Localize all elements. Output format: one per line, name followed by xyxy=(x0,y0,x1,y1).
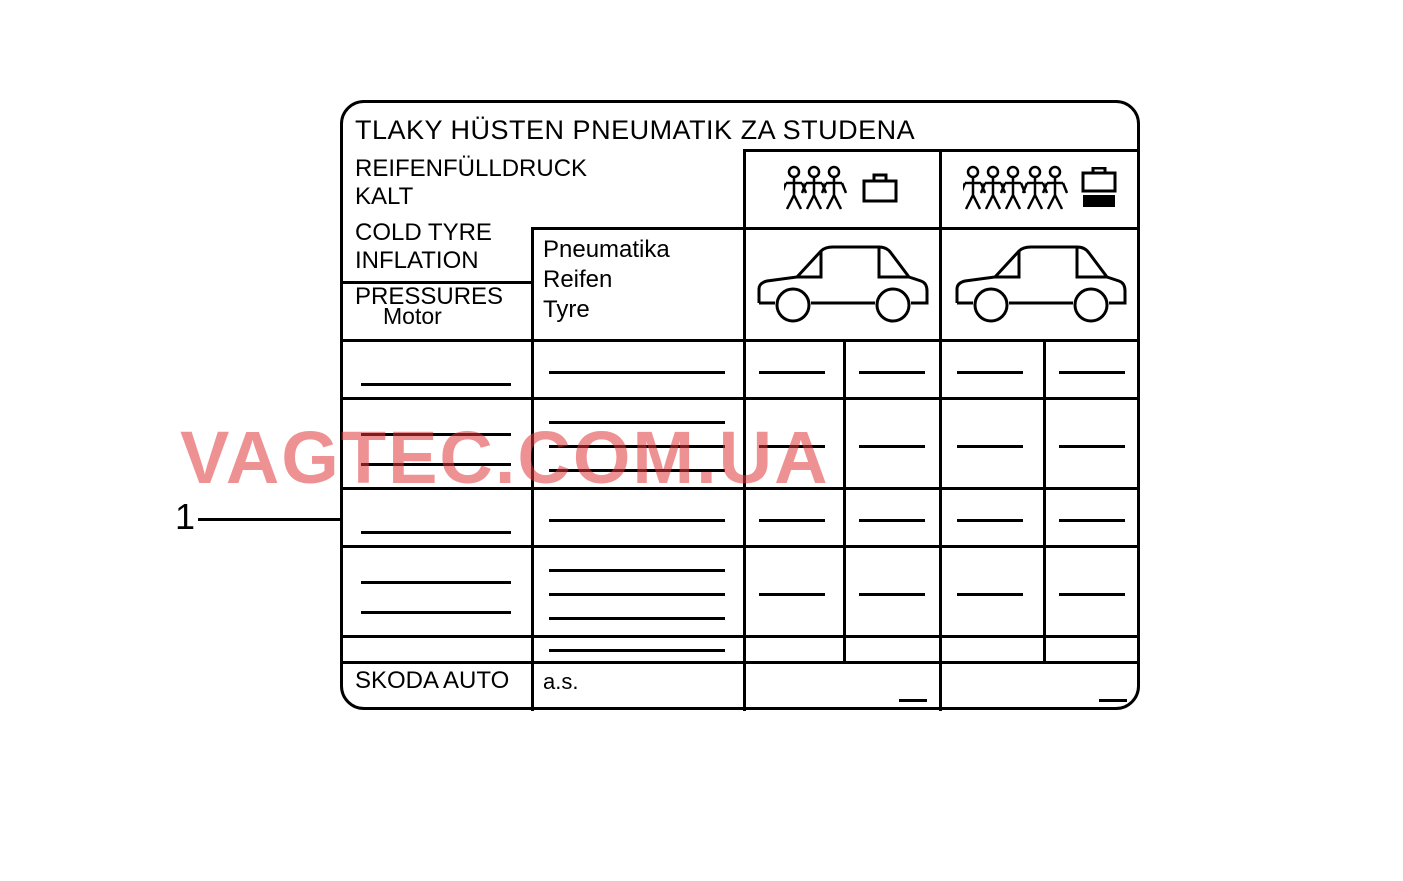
persons-5-icon xyxy=(963,165,1073,211)
title-cz: TLAKY HÜSTEN PNEUMATIK ZA STUDENA xyxy=(355,115,915,146)
ph-pA1-r3 xyxy=(759,519,825,522)
callout-number: 1 xyxy=(175,496,195,538)
ph-tyre-r2b xyxy=(549,445,725,448)
ph-tyre-r4c xyxy=(549,617,725,620)
ph-motor-r2a xyxy=(361,433,511,436)
motor-label: Motor xyxy=(383,303,442,330)
v-divider-3b xyxy=(1043,339,1046,661)
ph-pA1-r4 xyxy=(759,593,825,596)
h-row-1 xyxy=(343,397,1140,400)
tyre-label-en: Tyre xyxy=(543,295,670,325)
ph-pA2-r4 xyxy=(859,593,925,596)
ph-tyre-r4a xyxy=(549,569,725,572)
tyre-label-cz: Pneumatika xyxy=(543,235,670,265)
v-divider-2b xyxy=(843,339,846,661)
ph-pB1-r3 xyxy=(957,519,1023,522)
ph-tyre-r2a xyxy=(549,421,725,424)
ph-motor-r4a xyxy=(361,581,511,584)
ph-tyre-r5 xyxy=(549,649,725,652)
h-row-2 xyxy=(343,487,1140,490)
h-body-top xyxy=(343,339,1140,342)
tyre-label: Pneumatika Reifen Tyre xyxy=(543,235,670,325)
ph-pB2-r1 xyxy=(1059,371,1125,374)
persons-3-icon xyxy=(784,165,854,211)
h-row-3 xyxy=(343,545,1140,548)
subtitle-en-line2: PRESSURES xyxy=(355,283,531,311)
title-left-block: REIFENFÜLLDRUCK KALT COLD TYRE INFLATION… xyxy=(343,149,531,311)
tyre-pressure-label-plate: TLAKY HÜSTEN PNEUMATIK ZA STUDENA REIFEN… xyxy=(340,100,1140,710)
v-divider-3 xyxy=(939,149,942,711)
h-footer-top xyxy=(343,661,1140,664)
v-divider-1 xyxy=(531,227,534,711)
ph-motor-r4b xyxy=(361,611,511,614)
ph-pB1-r1 xyxy=(957,371,1023,374)
ph-pB1-r2 xyxy=(957,445,1023,448)
ph-tyre-r1 xyxy=(549,371,725,374)
callout-leader-line xyxy=(198,518,340,521)
car-icon-partial xyxy=(751,233,931,338)
ph-pA1-r2 xyxy=(759,445,825,448)
ph-pB2-r4 xyxy=(1059,593,1125,596)
ph-pB2-r2 xyxy=(1059,445,1125,448)
footer-suffix: a.s. xyxy=(543,669,578,695)
footer-underscore-b xyxy=(1099,699,1127,702)
load-partial-icon-cell xyxy=(743,149,939,227)
luggage-empty-icon xyxy=(862,173,898,203)
ph-tyre-r3 xyxy=(549,519,725,522)
ph-pA2-r2 xyxy=(859,445,925,448)
footer-underscore-a xyxy=(899,699,927,702)
h-row-4 xyxy=(343,635,1140,638)
ph-motor-r2b xyxy=(361,463,511,466)
ph-pB1-r4 xyxy=(957,593,1023,596)
v-divider-2 xyxy=(743,149,746,711)
ph-pA2-r3 xyxy=(859,519,925,522)
ph-pA2-r1 xyxy=(859,371,925,374)
luggage-full-icon xyxy=(1081,167,1117,209)
footer-brand: SKODA AUTO xyxy=(355,667,509,695)
tyre-label-de: Reifen xyxy=(543,265,670,295)
car-icon-full xyxy=(949,233,1129,338)
load-full-icon-cell xyxy=(939,149,1140,227)
subtitle-de: REIFENFÜLLDRUCK KALT xyxy=(355,155,531,211)
h-header-split xyxy=(531,227,1140,230)
subtitle-en-line1: COLD TYRE INFLATION xyxy=(355,219,531,275)
ph-tyre-r2c xyxy=(549,469,725,472)
ph-pA1-r1 xyxy=(759,371,825,374)
ph-tyre-r4b xyxy=(549,593,725,596)
ph-pB2-r3 xyxy=(1059,519,1125,522)
ph-motor-r3 xyxy=(361,531,511,534)
h-motor-top xyxy=(343,281,531,284)
ph-motor-r1 xyxy=(361,383,511,386)
